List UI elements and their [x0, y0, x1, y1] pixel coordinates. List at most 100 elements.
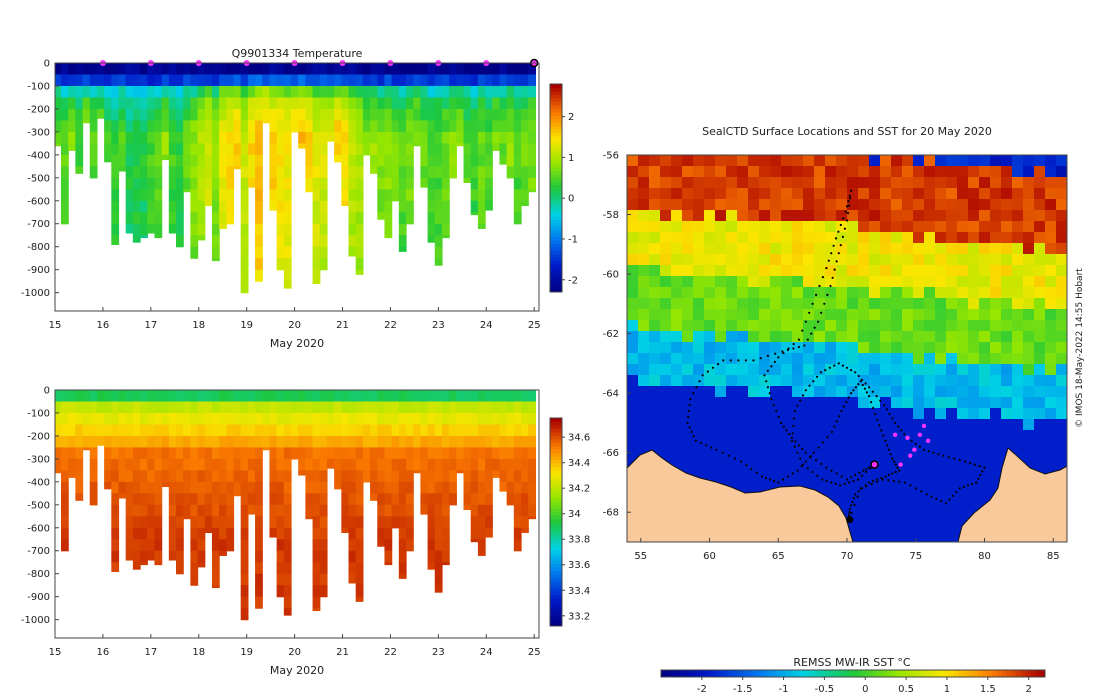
heat-cell — [477, 527, 486, 540]
sst-cell — [880, 309, 892, 321]
sst-cell — [891, 287, 903, 299]
track-point — [878, 424, 881, 427]
heat-cell — [125, 189, 134, 202]
heat-cell — [355, 562, 364, 575]
colorbar-segment — [1025, 670, 1032, 677]
heat-cell — [125, 166, 134, 179]
y-tick-label: -64 — [603, 389, 619, 400]
heat-cell — [312, 435, 321, 449]
sst-cell — [627, 452, 639, 464]
y-tick-label: -800 — [27, 242, 50, 253]
heat-cell — [276, 516, 285, 529]
colorbar-segment — [550, 285, 562, 290]
sst-cell — [704, 188, 716, 200]
sst-cell — [649, 441, 661, 453]
y-tick-label: -400 — [27, 477, 50, 488]
sst-cell — [770, 441, 782, 453]
sst-cell — [924, 474, 936, 486]
sst-cell — [715, 441, 727, 453]
heat-cell — [470, 212, 479, 216]
sst-cell — [737, 210, 749, 222]
heat-cell — [406, 154, 414, 167]
sst-cell — [979, 441, 991, 453]
heat-cell — [240, 120, 249, 133]
heat-cell — [406, 143, 414, 156]
colorbar-segment — [699, 670, 705, 677]
sst-cell — [836, 408, 848, 420]
heat-cell — [283, 97, 292, 110]
heat-cell — [305, 435, 314, 449]
sst-cell — [880, 529, 892, 541]
heat-cell — [140, 120, 148, 133]
heat-cell — [499, 74, 508, 87]
heat-cell — [233, 108, 242, 122]
heat-cell — [456, 412, 465, 426]
heat-cell — [305, 108, 314, 122]
heat-cell — [355, 493, 364, 506]
heat-cell — [305, 63, 314, 76]
sst-cell — [704, 441, 716, 453]
sst-cell — [1001, 331, 1013, 343]
heat-cell — [312, 585, 321, 598]
heat-cell — [413, 74, 421, 87]
x-tick-label: 18 — [192, 647, 205, 658]
heat-cell — [391, 424, 400, 437]
sst-cell — [759, 177, 771, 189]
heat-cell — [406, 458, 414, 471]
heat-cell — [420, 447, 429, 460]
sst-cell — [638, 430, 650, 442]
heat-cell — [406, 166, 414, 179]
sst-cell — [781, 188, 793, 200]
colorbar-segment — [550, 229, 562, 234]
heat-cell — [341, 435, 350, 449]
sst-cell — [803, 199, 815, 211]
sst-cell — [979, 452, 991, 464]
heat-cell — [434, 573, 443, 586]
heat-cell — [125, 200, 134, 213]
sst-cell — [649, 199, 661, 211]
heat-cell — [255, 527, 263, 540]
heat-cell — [197, 63, 206, 76]
heat-cell — [55, 458, 62, 471]
sst-cell — [682, 430, 694, 442]
track-point — [845, 366, 849, 369]
sst-cell — [660, 155, 672, 167]
colorbar-segment — [550, 222, 562, 227]
heat-cell — [449, 424, 457, 437]
x-tick-label: 19 — [240, 647, 253, 658]
heat-cell — [219, 97, 227, 110]
sst-cell — [979, 408, 991, 420]
sst-colorbar: -2 -1.5 -1 -0.5 0 0.5 1 1.5 2 — [660, 669, 1046, 695]
sst-cell — [957, 408, 969, 420]
antarctic-land — [627, 449, 854, 542]
heat-cell — [441, 481, 450, 494]
heat-cell — [82, 424, 91, 437]
heat-cell — [298, 131, 306, 144]
sst-cell — [1056, 342, 1067, 354]
sst-cell — [1034, 287, 1046, 299]
sst-cell — [715, 408, 727, 420]
heat-cell — [190, 493, 199, 506]
heat-cell — [406, 493, 414, 506]
sst-cell — [869, 298, 881, 310]
heat-cell — [470, 63, 479, 76]
heat-cell — [183, 85, 191, 99]
heat-cell — [384, 235, 393, 239]
sst-cell — [869, 353, 881, 365]
heat-cell — [140, 435, 148, 449]
heat-cell — [377, 481, 386, 494]
heat-cell — [370, 435, 378, 449]
heat-cell — [176, 504, 184, 517]
sst-cell — [627, 298, 639, 310]
heat-cell — [132, 85, 141, 99]
heat-cell — [197, 516, 206, 529]
heat-cell — [276, 585, 285, 598]
heat-cell — [269, 470, 278, 483]
heat-cell — [60, 97, 69, 110]
sst-cell — [781, 375, 793, 387]
heat-cell — [355, 596, 364, 602]
sst-cell — [924, 397, 936, 409]
heat-cell — [211, 74, 220, 87]
sst-cell — [1023, 309, 1035, 321]
heat-cell — [348, 504, 357, 517]
